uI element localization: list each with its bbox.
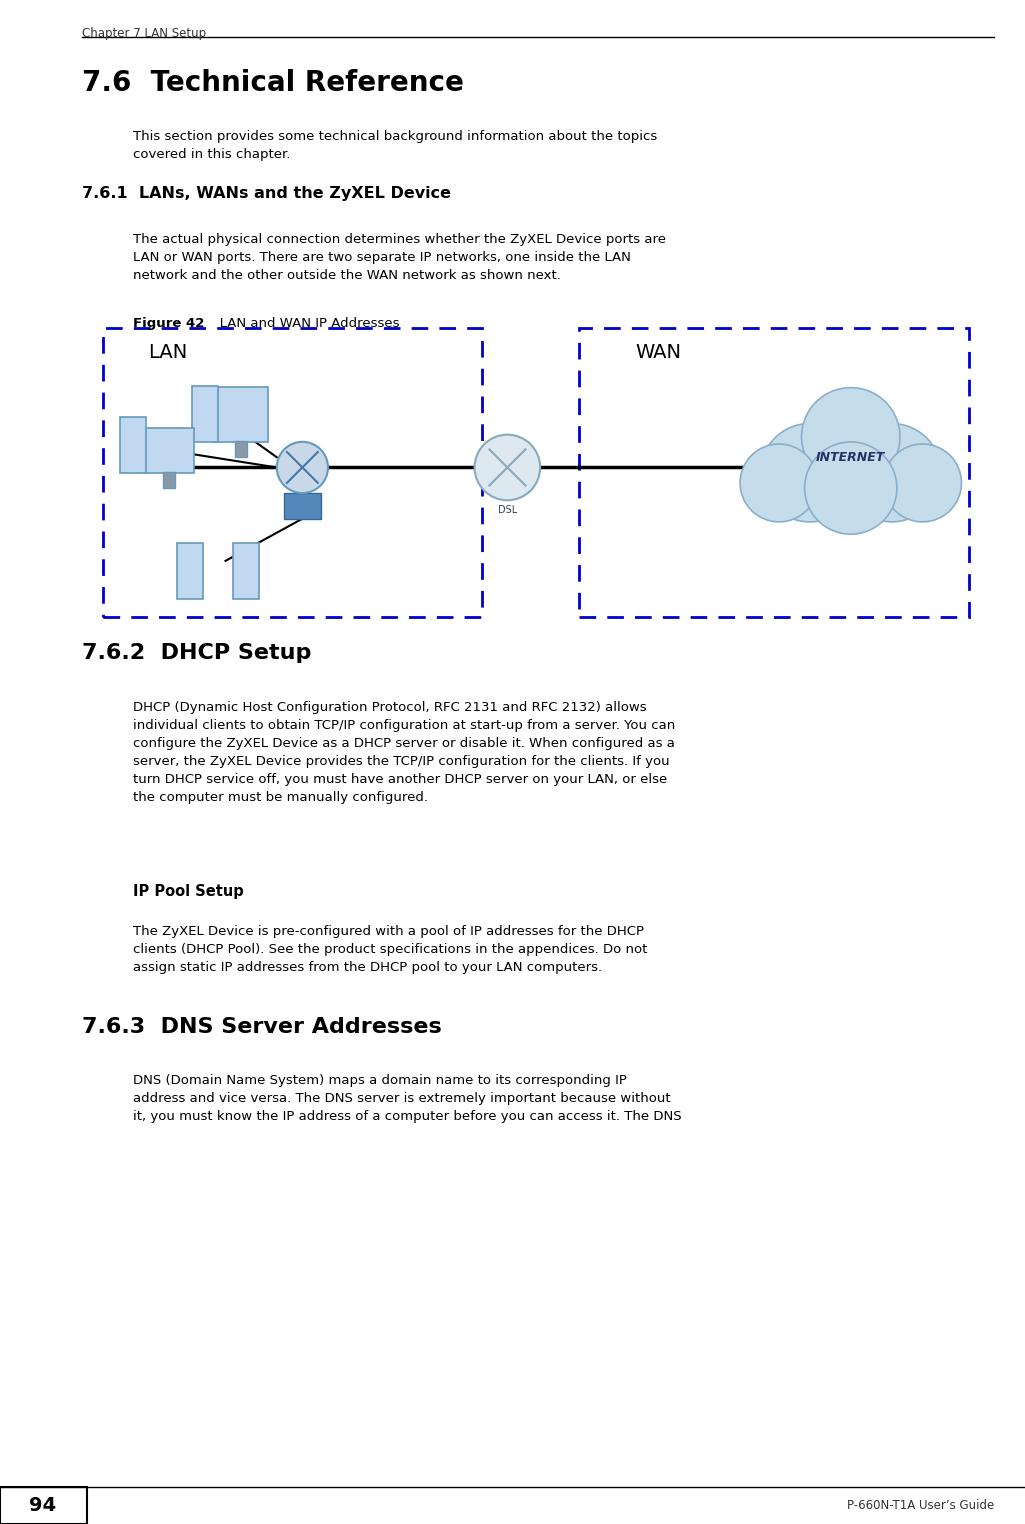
FancyBboxPatch shape	[145, 428, 194, 472]
Circle shape	[805, 442, 897, 535]
Text: This section provides some technical background information about the topics
cov: This section provides some technical bac…	[133, 130, 657, 160]
Text: 7.6.2  DHCP Setup: 7.6.2 DHCP Setup	[82, 643, 312, 663]
FancyBboxPatch shape	[163, 471, 175, 488]
FancyBboxPatch shape	[235, 440, 247, 457]
FancyBboxPatch shape	[192, 386, 218, 442]
FancyBboxPatch shape	[213, 387, 269, 442]
Circle shape	[277, 442, 328, 494]
Circle shape	[884, 443, 961, 521]
Text: The actual physical connection determines whether the ZyXEL Device ports are
LAN: The actual physical connection determine…	[133, 233, 666, 282]
Text: 7.6.1  LANs, WANs and the ZyXEL Device: 7.6.1 LANs, WANs and the ZyXEL Device	[82, 186, 451, 201]
Text: Figure 42: Figure 42	[133, 317, 205, 331]
Text: LAN: LAN	[149, 343, 188, 361]
Text: The ZyXEL Device is pre-configured with a pool of IP addresses for the DHCP
clie: The ZyXEL Device is pre-configured with …	[133, 925, 648, 974]
Text: DNS (Domain Name System) maps a domain name to its corresponding IP
address and : DNS (Domain Name System) maps a domain n…	[133, 1074, 682, 1123]
FancyBboxPatch shape	[284, 494, 321, 518]
Text: 94: 94	[30, 1497, 56, 1515]
Circle shape	[761, 424, 859, 521]
Text: DSL: DSL	[498, 506, 517, 515]
FancyBboxPatch shape	[233, 543, 259, 599]
Text: 7.6  Technical Reference: 7.6 Technical Reference	[82, 69, 464, 96]
Circle shape	[843, 424, 941, 521]
Text: INTERNET: INTERNET	[816, 451, 886, 463]
Text: P-660N-T1A User’s Guide: P-660N-T1A User’s Guide	[847, 1500, 994, 1512]
Text: WAN: WAN	[636, 343, 682, 361]
Text: IP Pool Setup: IP Pool Setup	[133, 884, 244, 899]
Text: Chapter 7 LAN Setup: Chapter 7 LAN Setup	[82, 27, 206, 41]
FancyBboxPatch shape	[176, 543, 203, 599]
FancyBboxPatch shape	[120, 418, 147, 472]
FancyBboxPatch shape	[579, 328, 969, 617]
Circle shape	[475, 434, 540, 500]
Text: DHCP (Dynamic Host Configuration Protocol, RFC 2131 and RFC 2132) allows
individ: DHCP (Dynamic Host Configuration Protoco…	[133, 701, 675, 805]
Circle shape	[802, 387, 900, 486]
Circle shape	[740, 443, 818, 521]
FancyBboxPatch shape	[102, 328, 482, 617]
FancyBboxPatch shape	[0, 1487, 87, 1524]
Text: 7.6.3  DNS Server Addresses: 7.6.3 DNS Server Addresses	[82, 1017, 442, 1036]
Text: LAN and WAN IP Addresses: LAN and WAN IP Addresses	[207, 317, 400, 331]
